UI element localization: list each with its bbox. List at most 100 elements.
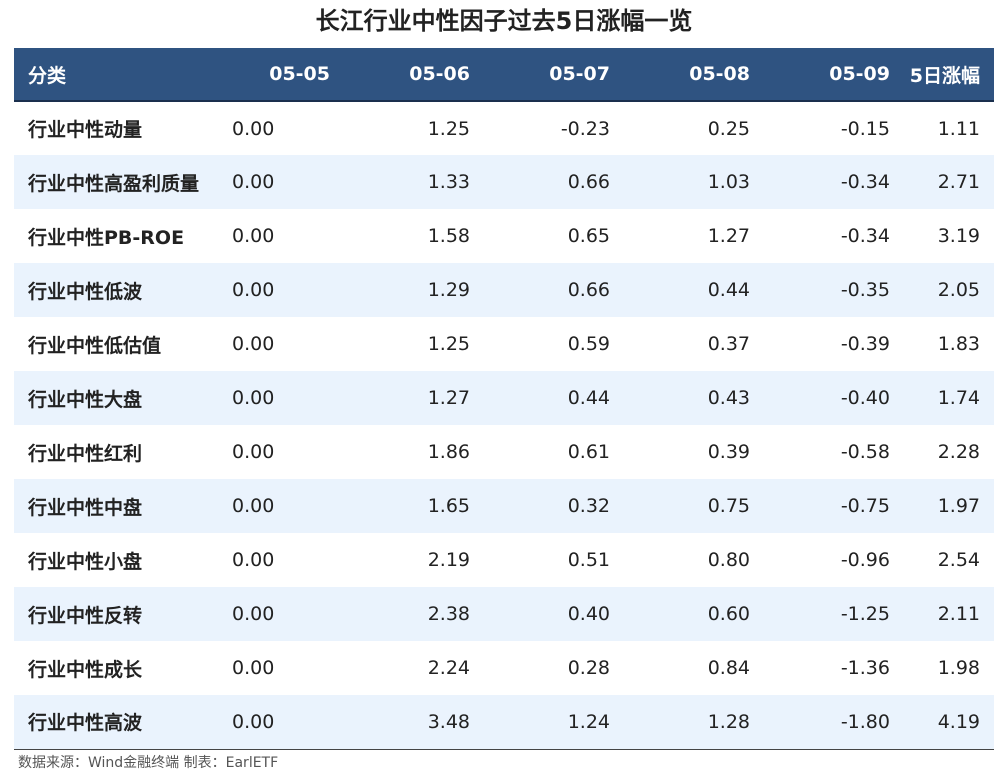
column-header-date: 05-06: [344, 48, 484, 102]
row-value: 0.59: [567, 333, 610, 355]
row-value: 0.00: [232, 657, 275, 679]
row-value: 0.00: [232, 549, 275, 571]
row-value: -1.25: [840, 603, 890, 625]
row-value: 0.66: [567, 171, 610, 193]
row-value: -0.23: [560, 117, 610, 140]
row-category: 行业中性红利: [28, 442, 143, 465]
table-row: 行业中性红利 0.00 1.86 0.61 0.39 -0.58 2.28: [14, 425, 994, 479]
row-value: 1.33: [427, 171, 470, 193]
row-category: 行业中性低波: [28, 280, 143, 303]
table-row: 行业中性PB-ROE 0.00 1.58 0.65 1.27 -0.34 3.19: [14, 209, 994, 263]
row-value: 1.65: [427, 495, 470, 517]
row-value: 0.40: [567, 603, 610, 625]
row-value: 0.00: [232, 117, 275, 140]
row-5day-change: 4.19: [904, 695, 994, 750]
table-row: 行业中性高波 0.00 3.48 1.24 1.28 -1.80 4.19: [14, 695, 994, 750]
column-header-5day-change: 5日涨幅: [904, 48, 994, 102]
row-5day-change: 1.97: [937, 495, 980, 517]
table-body: 行业中性动量 0.00 1.25 -0.23 0.25 -0.15 1.11 行业中性高盈利质…: [14, 101, 994, 750]
row-value: -0.15: [840, 117, 890, 140]
row-value: 1.28: [624, 695, 764, 750]
column-header-category: 分类: [14, 48, 224, 102]
row-value: 0.51: [567, 549, 610, 571]
row-value: 0.66: [567, 279, 610, 301]
row-value: -0.96: [840, 549, 890, 571]
row-5day-change: 1.83: [937, 333, 980, 355]
row-value: 1.03: [707, 171, 750, 193]
row-value: 1.58: [427, 225, 470, 247]
row-5day-change: 1.11: [937, 117, 980, 140]
column-header-date: 05-08: [624, 48, 764, 102]
row-value: 0.60: [707, 603, 750, 625]
row-value: 0.00: [232, 441, 275, 463]
table-row: 行业中性成长 0.00 2.24 0.28 0.84 -1.36 1.98: [14, 641, 994, 695]
table-header-row: 分类 05-05 05-06 05-07 05-08 05-09 5日涨幅: [14, 48, 994, 102]
source-note: 数据来源：Wind金融终端 制表：EarlETF: [18, 755, 279, 771]
row-value: 0.39: [707, 441, 750, 463]
table-row: 行业中性小盘 0.00 2.19 0.51 0.80 -0.96 2.54: [14, 533, 994, 587]
row-value: -0.34: [840, 225, 890, 247]
row-category: 行业中性小盘: [28, 550, 143, 573]
row-value: 0.28: [567, 657, 610, 679]
row-value: 0.75: [707, 495, 750, 517]
row-value: 0.00: [232, 279, 275, 301]
row-value: 1.24: [484, 695, 624, 750]
row-value: 0.44: [707, 279, 750, 301]
row-value: 1.25: [427, 117, 470, 140]
row-value: 0.32: [567, 495, 610, 517]
row-value: 0.00: [232, 603, 275, 625]
row-value: 0.37: [707, 333, 750, 355]
row-value: 2.19: [427, 549, 470, 571]
row-category: 行业中性动量: [28, 119, 143, 141]
row-value: 0.84: [707, 657, 750, 679]
row-5day-change: 2.05: [937, 279, 980, 301]
row-category: 行业中性低估值: [28, 334, 162, 357]
row-value: 1.27: [427, 387, 470, 409]
row-value: 0.00: [224, 695, 344, 750]
row-value: -0.40: [840, 387, 890, 409]
row-value: 1.25: [427, 333, 470, 355]
row-value: -0.75: [840, 495, 890, 517]
row-value: -1.36: [840, 657, 890, 679]
row-value: 0.80: [707, 549, 750, 571]
row-value: 0.00: [232, 225, 275, 247]
row-value: 2.38: [427, 603, 470, 625]
row-5day-change: 2.11: [937, 603, 980, 625]
row-category: 行业中性PB-ROE: [28, 226, 185, 249]
row-category: 行业中性大盘: [28, 388, 143, 411]
row-value: 0.44: [567, 387, 610, 409]
row-5day-change: 3.19: [937, 225, 980, 247]
row-value: 3.48: [344, 695, 484, 750]
row-category: 行业中性高波: [14, 695, 224, 750]
row-value: -0.34: [840, 171, 890, 193]
row-value: 0.65: [567, 225, 610, 247]
table-row: 行业中性低波 0.00 1.29 0.66 0.44 -0.35 2.05: [14, 263, 994, 317]
row-value: 2.24: [427, 657, 470, 679]
table-row: 行业中性低估值 0.00 1.25 0.59 0.37 -0.39 1.83: [14, 317, 994, 371]
row-5day-change: 1.74: [937, 387, 980, 409]
row-value: -0.58: [840, 441, 890, 463]
page-title: 长江行业中性因子过去5日涨幅一览: [315, 7, 693, 35]
row-5day-change: 2.54: [937, 549, 980, 571]
factor-table: 分类 05-05 05-06 05-07 05-08 05-09 5日涨幅 行业…: [14, 48, 994, 750]
row-value: 0.00: [232, 387, 275, 409]
row-5day-change: 1.98: [937, 657, 980, 679]
column-header-date: 05-09: [764, 48, 904, 102]
row-value: 0.00: [232, 495, 275, 517]
row-value: -0.39: [840, 333, 890, 355]
row-value: 0.61: [567, 441, 610, 463]
column-header-date: 05-05: [224, 48, 344, 102]
row-value: -0.35: [840, 279, 890, 301]
row-value: 1.29: [427, 279, 470, 301]
row-5day-change: 2.28: [937, 441, 980, 463]
row-value: 1.27: [707, 225, 750, 247]
table-row: 行业中性反转 0.00 2.38 0.40 0.60 -1.25 2.11: [14, 587, 994, 641]
row-value: 0.43: [707, 387, 750, 409]
row-5day-change: 2.71: [937, 171, 980, 193]
row-value: 1.86: [427, 441, 470, 463]
table-row: 行业中性大盘 0.00 1.27 0.44 0.43 -0.40 1.74: [14, 371, 994, 425]
row-value: 0.00: [232, 171, 275, 193]
row-category: 行业中性高盈利质量: [28, 172, 200, 195]
table-row: 行业中性高盈利质量 0.00 1.33 0.66 1.03 -0.34 2.71: [14, 155, 994, 209]
row-value: 0.00: [232, 333, 275, 355]
